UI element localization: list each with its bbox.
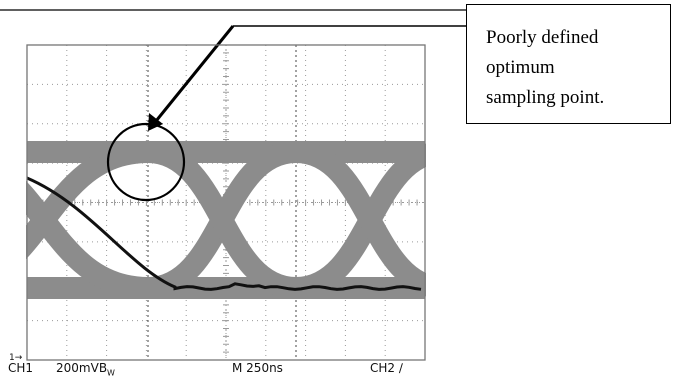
highlighted-trace	[26, 176, 422, 291]
ground-marker: 1→	[9, 353, 23, 363]
trigger-label: CH2 ∕	[370, 362, 403, 374]
sampling-point-circle	[106, 122, 186, 202]
left-mask	[0, 45, 26, 364]
callout-arrowhead	[148, 113, 163, 131]
callout-arrow-line	[150, 25, 235, 127]
channel-label: CH1	[8, 361, 34, 375]
callout-line-3: sampling point.	[486, 87, 605, 108]
callout-box: Poorly defined optimum sampling point.	[466, 4, 671, 124]
callout-line-1: Poorly defined	[486, 27, 599, 48]
volts-per-div-label: 200mVBW	[56, 362, 115, 377]
callout-line-2: optimum	[486, 57, 555, 78]
bandwidth-sub: W	[107, 368, 115, 378]
falling-transition	[0, 158, 149, 299]
timebase-label: M 250ns	[232, 361, 283, 375]
volts-value: 200mV	[56, 361, 99, 375]
right-mask	[426, 45, 466, 364]
bandwidth-mark: B	[98, 361, 108, 375]
screen-border-top	[26, 44, 426, 361]
trigger-source: CH2	[370, 361, 396, 375]
trigger-slope-icon: ∕	[398, 361, 403, 375]
falling-transition	[146, 141, 298, 299]
falling-transition	[294, 141, 446, 299]
